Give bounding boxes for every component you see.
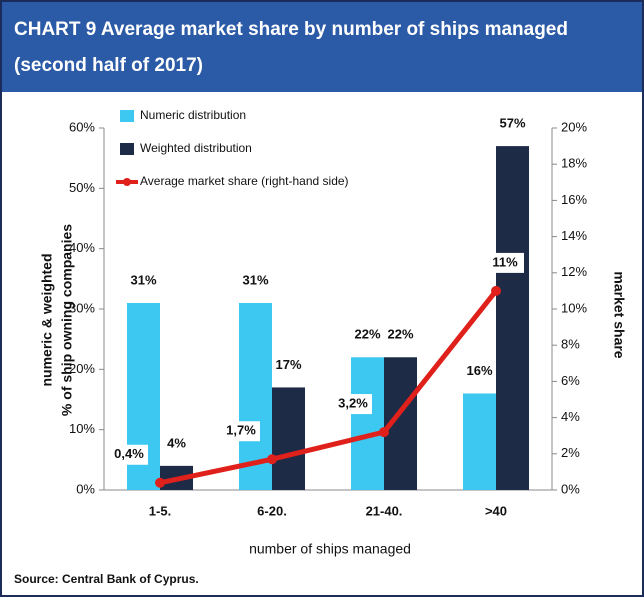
y2-tick-label: 0%	[561, 481, 580, 496]
data-label: 11%	[492, 254, 518, 269]
y2-tick-label: 16%	[561, 192, 587, 207]
legend-swatch	[120, 110, 134, 122]
line-marker	[155, 477, 165, 488]
legend-label: Numeric distribution	[140, 108, 246, 122]
data-label: 17%	[275, 357, 301, 372]
y-tick-label: 60%	[69, 119, 95, 134]
line-marker	[267, 454, 277, 465]
y2-tick-label: 12%	[561, 264, 587, 279]
x-tick-label: 21-40.	[366, 503, 403, 518]
y2-tick-label: 14%	[561, 228, 587, 243]
y-axis-label: numeric & weighted	[39, 253, 55, 386]
chart-title: CHART 9 Average market share by number o…	[14, 19, 568, 40]
x-tick-label: 6-20.	[257, 503, 287, 518]
data-label-bg	[222, 421, 260, 442]
data-label: 22%	[387, 327, 413, 342]
chart-subtitle: (second half of 2017)	[14, 55, 203, 76]
legend-label: Average market share (right-hand side)	[140, 174, 349, 188]
x-tick-label: 1-5.	[149, 503, 171, 518]
line-marker	[379, 427, 389, 438]
data-label-bg	[486, 252, 524, 273]
y2-axis-label: market share	[611, 271, 627, 358]
line	[159, 289, 498, 486]
y2-tick-label: 10%	[561, 300, 587, 315]
data-label: 3,2%	[338, 396, 368, 411]
bar	[272, 387, 305, 490]
bar	[496, 146, 529, 490]
data-label: 16%	[466, 363, 492, 378]
y-tick-label: 20%	[69, 361, 95, 376]
y-tick-label: 40%	[69, 240, 95, 255]
bar	[351, 357, 384, 490]
y-tick-label: 50%	[69, 180, 95, 195]
bar	[463, 393, 496, 490]
line-marker	[491, 285, 501, 296]
y2-tick-label: 18%	[561, 156, 587, 171]
legend-swatch	[120, 143, 134, 155]
data-label: 0,4%	[114, 446, 144, 461]
y2-tick-label: 20%	[561, 119, 587, 134]
data-label: 31%	[242, 272, 268, 287]
y2-tick-label: 6%	[561, 373, 580, 388]
x-axis-label: number of ships managed	[249, 541, 411, 557]
legend-swatch	[123, 178, 131, 186]
y-axis-label: % of ship owning companies	[59, 224, 75, 416]
data-label-bg	[110, 444, 148, 465]
y2-tick-label: 8%	[561, 337, 580, 352]
y2-tick-label: 2%	[561, 445, 580, 460]
y-tick-label: 10%	[69, 421, 95, 436]
data-label: 1,7%	[226, 423, 256, 438]
header	[2, 2, 642, 92]
data-label: 4%	[167, 435, 186, 450]
legend-label: Weighted distribution	[140, 141, 252, 155]
data-label: 57%	[499, 116, 525, 131]
data-label-bg	[334, 394, 372, 415]
y2-tick-label: 4%	[561, 409, 580, 424]
y-tick-label: 0%	[76, 481, 95, 496]
source: Source: Central Bank of Cyprus.	[14, 572, 199, 586]
data-label: 31%	[130, 272, 156, 287]
data-label: 22%	[354, 327, 380, 342]
y-tick-label: 30%	[69, 300, 95, 315]
x-tick-label: >40	[485, 503, 507, 518]
